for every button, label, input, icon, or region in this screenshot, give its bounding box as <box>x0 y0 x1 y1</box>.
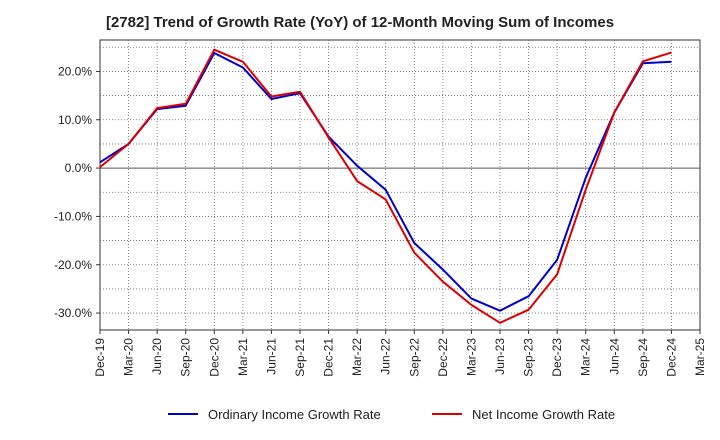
axis-layer: 20.0% 10.0% 0.0% -10.0% -20.0% -30.0% Dec-19 Ma… <box>54 64 707 376</box>
legend-label-1: Ordinary Income Growth Rate <box>208 407 381 422</box>
x-tick-label: Jun-24 <box>607 338 621 375</box>
x-tick-label: Sep-22 <box>407 338 421 377</box>
x-tick-label: Dec-23 <box>550 338 564 377</box>
x-tick-label: Mar-24 <box>579 338 593 376</box>
x-tick-label: Mar-25 <box>693 338 707 376</box>
y-tick-label: 10.0% <box>58 113 92 127</box>
x-tick-label: Sep-21 <box>293 338 307 377</box>
series-line-1 <box>99 52 672 312</box>
x-tick-label: Dec-24 <box>664 338 678 377</box>
x-tick-label: Dec-20 <box>207 338 221 377</box>
x-tick-label: Jun-23 <box>493 338 507 375</box>
x-tick-label: Jun-21 <box>264 338 278 375</box>
x-tick-label: Dec-22 <box>436 338 450 377</box>
grid-layer <box>99 39 701 331</box>
x-tick-label: Dec-19 <box>93 338 107 377</box>
y-tick-label: -30.0% <box>54 306 92 320</box>
x-tick-label: Mar-23 <box>464 338 478 376</box>
x-tick-label: Dec-21 <box>322 338 336 377</box>
x-tick-label: Mar-21 <box>236 338 250 376</box>
legend-label-2: Net Income Growth Rate <box>472 407 615 422</box>
y-tick-label: -20.0% <box>54 258 92 272</box>
x-tick-label: Mar-22 <box>350 338 364 376</box>
x-tick-label: Mar-20 <box>122 338 136 376</box>
chart-title: [2782] Trend of Growth Rate (YoY) of 12-… <box>105 14 615 31</box>
x-tick-label: Jun-22 <box>379 338 393 375</box>
x-tick-label: Sep-23 <box>522 338 536 377</box>
series-layer <box>99 48 672 324</box>
y-tick-label: 20.0% <box>58 64 92 78</box>
x-tick-label: Sep-20 <box>179 338 193 377</box>
legend-layer: Ordinary Income Growth Rate Net Income Gr… <box>168 407 615 422</box>
x-tick-label: Sep-24 <box>636 338 650 377</box>
plot-area <box>99 39 701 331</box>
x-tick-label: Jun-20 <box>150 338 164 375</box>
y-tick-label: 0.0% <box>65 161 93 175</box>
y-tick-label: -10.0% <box>54 209 92 223</box>
series-line-2 <box>99 48 672 324</box>
